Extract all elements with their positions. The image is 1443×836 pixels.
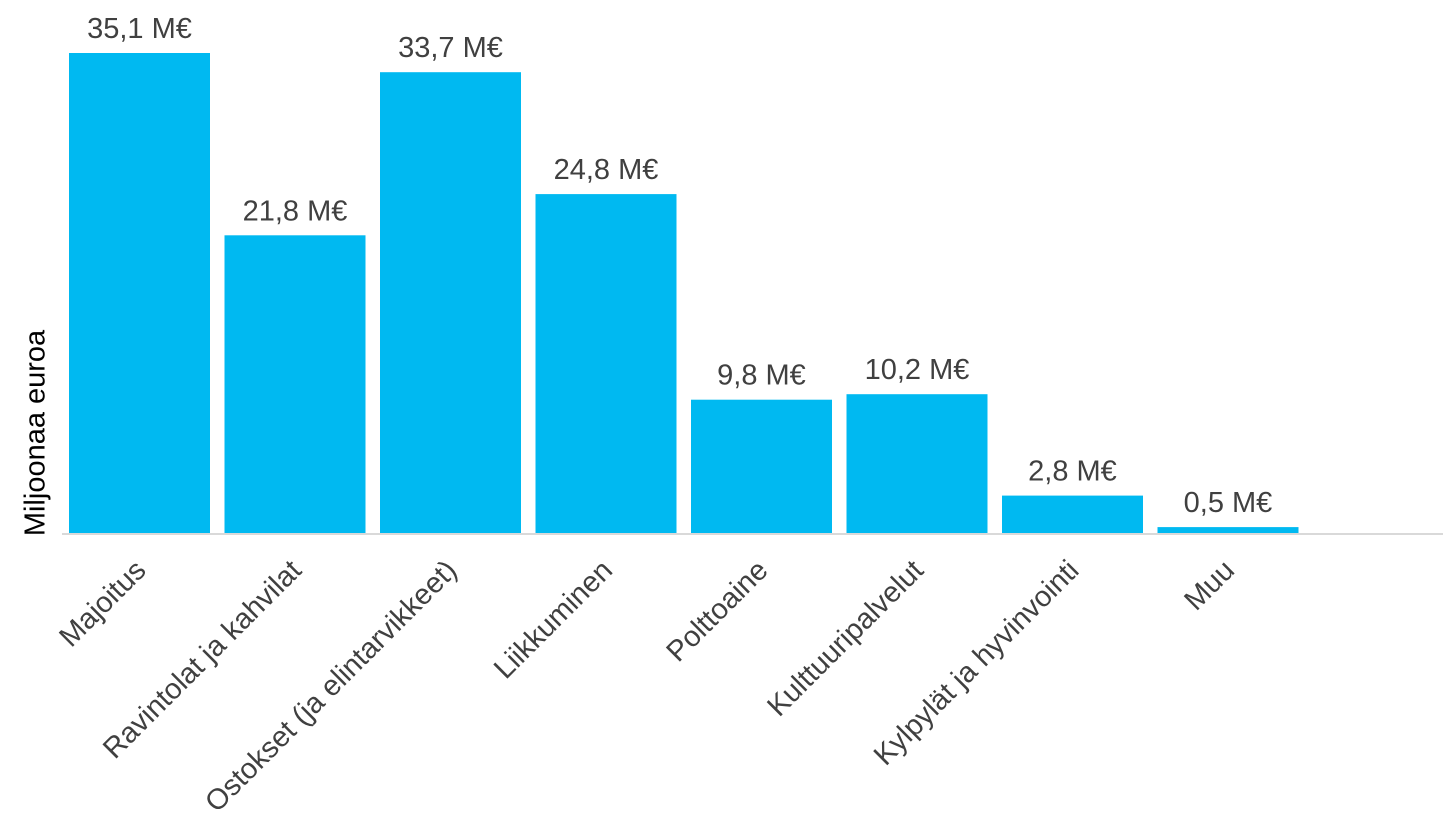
data-label-muu: 0,5 M€ xyxy=(1184,487,1273,519)
bar-ostokset-ja-elintarvikkeet xyxy=(380,72,521,534)
data-label-polttoaine: 9,8 M€ xyxy=(717,360,806,392)
bar-liikkuminen xyxy=(535,194,677,534)
bar-majoitus xyxy=(69,53,210,534)
bar-kylpylat-ja-hyvinvointi xyxy=(1002,495,1143,534)
bars-group xyxy=(69,53,1299,535)
bar-kulttuuripalvelut xyxy=(846,394,988,534)
data-label-kulttuuripalvelut: 10,2 M€ xyxy=(865,354,970,386)
bar-polttoaine xyxy=(691,399,832,534)
tick-label-majoitus: Majoitus xyxy=(53,554,152,653)
y-axis-title: Miljoonaa euroa xyxy=(20,329,52,536)
data-label-majoitus: 35,1 M€ xyxy=(87,13,192,45)
tick-label-polttoaine: Polttoaine xyxy=(661,554,775,668)
tick-label-kulttuuripalvelut: Kulttuuripalvelut xyxy=(761,554,930,723)
data-label-ostokset-ja-elintarvikkeet: 33,7 M€ xyxy=(398,32,503,64)
tick-label-ostokset-ja-elintarvikkeet: Ostokset (ja elintarvikkeet) xyxy=(199,554,463,818)
data-label-ravintolat-ja-kahvilat: 21,8 M€ xyxy=(243,195,348,227)
bar-ravintolat-ja-kahvilat xyxy=(224,235,366,535)
tick-label-liikkuminen: Liikkuminen xyxy=(488,554,619,685)
value-labels-group: 35,1 M€ 21,8 M€ 33,7 M€ 24,8 M€ 9,8 M€ 10,2 M… xyxy=(87,13,1272,519)
bar-muu xyxy=(1157,527,1299,534)
data-label-liikkuminen: 24,8 M€ xyxy=(554,154,659,186)
tick-label-muu: Muu xyxy=(1178,554,1241,617)
data-label-kylpylat-ja-hyvinvointi: 2,8 M€ xyxy=(1028,456,1117,488)
